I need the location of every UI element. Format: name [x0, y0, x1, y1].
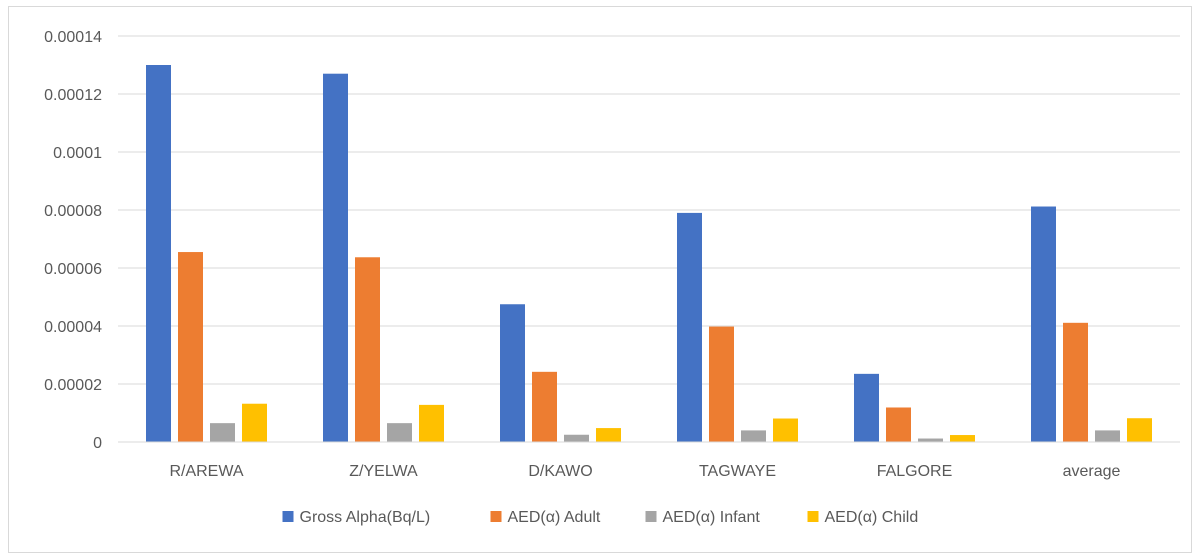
bar — [886, 407, 911, 442]
bar — [387, 423, 412, 442]
legend-swatch — [490, 511, 502, 522]
legend-label: Gross Alpha(Bq/L) — [300, 509, 431, 526]
y-tick-label: 0.00012 — [44, 87, 102, 104]
y-axis-ticks: 0 0.00002 0.00004 0.00006 0.00008 0.0001 0.000… — [44, 29, 102, 452]
grid-lines — [118, 35, 1180, 385]
legend-swatch — [807, 511, 819, 522]
bar — [419, 404, 444, 442]
x-axis-ticks: R/AREWA Z/YELWA D/KAWO TAGWAYE FALGORE averag… — [169, 463, 1120, 480]
bar — [210, 423, 235, 442]
bar — [741, 430, 766, 442]
bar — [564, 434, 589, 442]
bar — [677, 212, 702, 442]
y-tick-label: 0 — [93, 435, 102, 452]
bar — [355, 257, 380, 442]
bar — [918, 438, 943, 442]
legend-swatch — [645, 511, 657, 522]
bar — [323, 73, 348, 442]
bar — [950, 435, 975, 442]
chart-frame — [8, 6, 1192, 553]
bar — [1095, 430, 1120, 442]
y-tick-label: 0.00008 — [44, 203, 102, 220]
bar — [146, 65, 171, 442]
bar — [178, 252, 203, 442]
bars — [146, 65, 1152, 442]
y-tick-label: 0.0001 — [53, 145, 102, 162]
y-tick-label: 0.00014 — [44, 29, 102, 46]
legend-swatch — [282, 511, 294, 522]
x-tick-label: D/KAWO — [528, 463, 592, 480]
bar — [854, 373, 879, 442]
bar — [500, 304, 525, 442]
x-tick-label: R/AREWA — [169, 463, 243, 480]
y-tick-label: 0.00006 — [44, 261, 102, 278]
legend-label: AED(α) Adult — [508, 509, 601, 526]
bar — [1031, 206, 1056, 442]
legend: Gross Alpha(Bq/L) AED(α) Adult AED(α) Infa… — [282, 509, 919, 526]
bar — [596, 428, 621, 442]
legend-label: AED(α) Infant — [663, 509, 761, 526]
x-tick-label: FALGORE — [877, 463, 953, 480]
bar — [709, 326, 734, 442]
bar — [1063, 322, 1088, 442]
bar — [773, 418, 798, 442]
bar — [532, 371, 557, 442]
bar — [242, 403, 267, 442]
x-tick-label: average — [1063, 463, 1121, 480]
y-tick-label: 0.00002 — [44, 377, 102, 394]
y-tick-label: 0.00004 — [44, 319, 102, 336]
x-tick-label: TAGWAYE — [699, 463, 776, 480]
bar — [1127, 418, 1152, 442]
x-tick-label: Z/YELWA — [349, 463, 418, 480]
legend-label: AED(α) Child — [825, 509, 919, 526]
